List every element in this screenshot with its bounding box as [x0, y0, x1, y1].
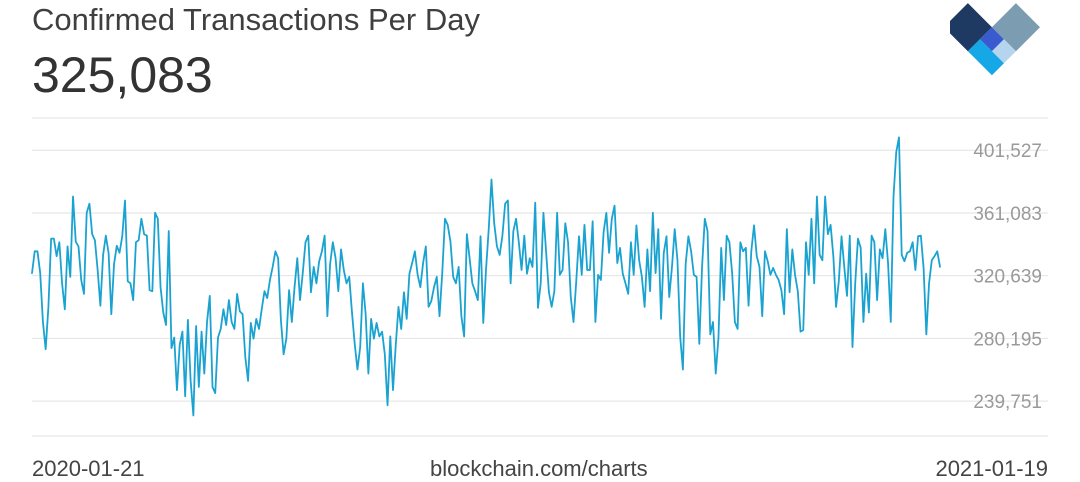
- logo-tile-bottom: [967, 39, 1004, 76]
- y-tick-label: 280,195: [973, 329, 1042, 350]
- chart-title: Confirmed Transactions Per Day: [32, 2, 480, 37]
- series-line: [31, 136, 941, 417]
- x-axis-start-label: 2020-01-21: [32, 456, 145, 481]
- y-tick-label: 239,751: [973, 392, 1042, 413]
- source-label: blockchain.com/charts: [430, 456, 648, 481]
- blockchain-logo-icon: [950, 3, 1041, 76]
- x-axis-end-label: 2021-01-19: [935, 456, 1048, 481]
- y-tick-label: 320,639: [973, 267, 1042, 288]
- y-tick-label: 401,527: [973, 141, 1042, 162]
- current-value: 325,083: [32, 47, 213, 103]
- logo-tile-top: [991, 3, 1041, 52]
- y-tick-label: 361,083: [973, 204, 1042, 225]
